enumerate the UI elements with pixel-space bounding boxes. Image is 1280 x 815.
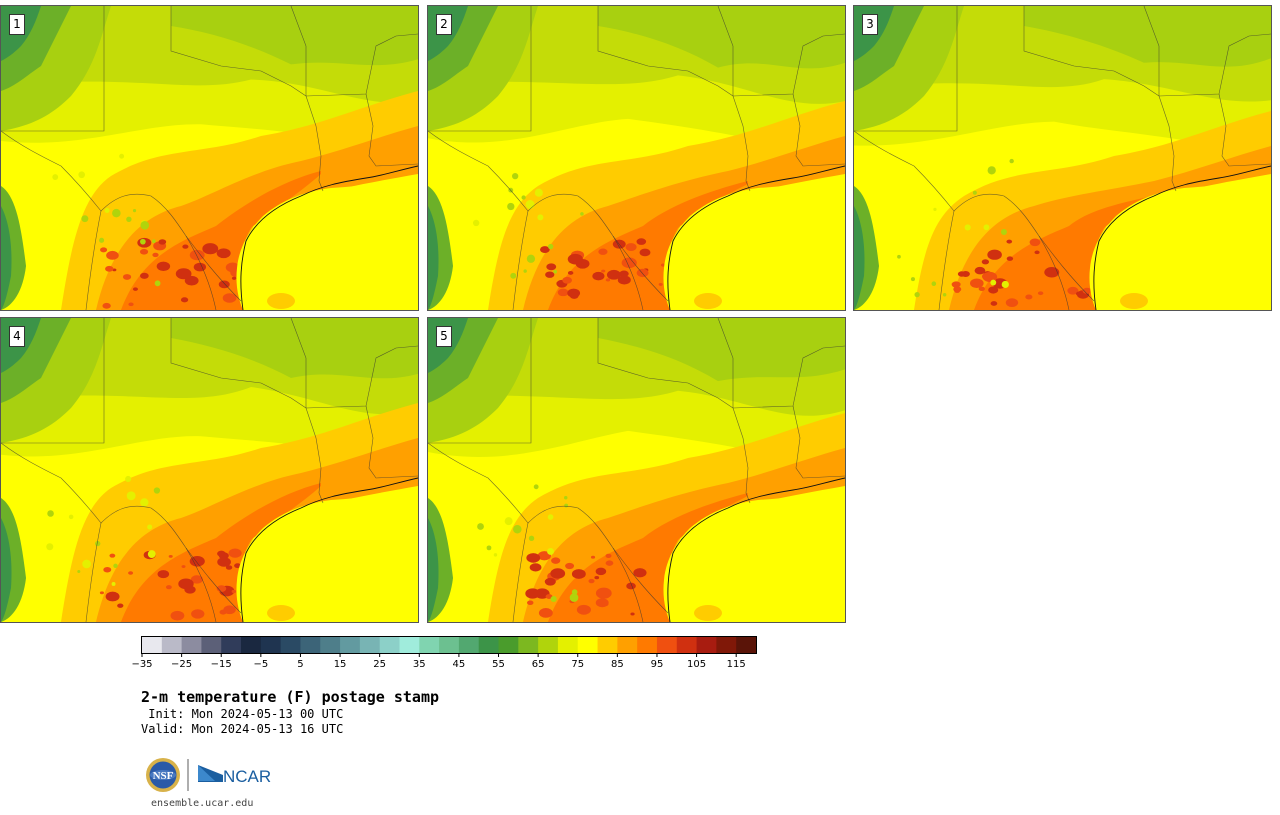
colorbar-swatch	[617, 637, 638, 653]
colorbar-swatch	[260, 637, 282, 653]
map-panel-5: 5	[427, 317, 846, 623]
colorbar-swatch	[716, 637, 737, 653]
colorbar-swatch	[538, 637, 559, 653]
colorbar-swatch	[161, 637, 183, 653]
panel-number: 3	[862, 14, 878, 35]
colorbar-swatch	[340, 637, 361, 653]
colorbar-swatch	[597, 637, 618, 653]
temperature-map	[428, 318, 845, 622]
colorbar-swatch	[696, 637, 717, 653]
panel-number: 1	[9, 14, 25, 35]
colorbar-swatch	[419, 637, 440, 653]
colorbar-swatch	[656, 637, 678, 653]
colorbar-tick-label: −5	[253, 659, 269, 670]
init-time: Init: Mon 2024-05-13 00 UTC	[141, 707, 344, 721]
colorbar-tick-label: −25	[171, 659, 193, 670]
colorbar-tick-label: 15	[333, 659, 347, 670]
colorbar-swatch	[577, 637, 599, 653]
colorbar-swatch	[518, 637, 539, 653]
panel-number: 2	[436, 14, 452, 35]
colorbar-tick-label: 75	[571, 659, 585, 670]
colorbar-tick-label: 65	[531, 659, 545, 670]
map-panel-3: 3	[853, 5, 1272, 311]
colorbar-tick-label: −15	[210, 659, 232, 670]
colorbar-swatch	[201, 637, 222, 653]
map-panel-4: 4	[0, 317, 419, 623]
colorbar-swatch	[498, 637, 519, 653]
colorbar-swatch	[439, 637, 460, 653]
colorbar-swatch	[557, 637, 579, 653]
panel-number: 5	[436, 326, 452, 347]
colorbar-swatch	[637, 637, 658, 653]
colorbar-tick-label: 35	[412, 659, 426, 670]
temperature-map	[1, 6, 418, 310]
colorbar-swatch	[221, 637, 242, 653]
map-panel-1: 1	[0, 5, 419, 311]
colorbar-swatch	[181, 637, 202, 653]
map-panel-2: 2	[427, 5, 846, 311]
colorbar-swatch	[300, 637, 321, 653]
ncar-logo-icon: NCAR	[198, 765, 271, 786]
colorbar-tick-label: 85	[610, 659, 624, 670]
colorbar-swatch	[399, 637, 420, 653]
nsf-logo-icon: NSF	[146, 758, 180, 792]
panel-number: 4	[9, 326, 25, 347]
colorbar-swatch	[379, 637, 400, 653]
colorbar-swatch	[676, 637, 698, 653]
colorbar-swatch	[359, 637, 381, 653]
colorbar-swatch	[320, 637, 341, 653]
site-url: ensemble.ucar.edu	[151, 798, 254, 809]
colorbar	[141, 636, 757, 657]
colorbar-tick-label: 5	[297, 659, 304, 670]
colorbar-swatch	[241, 637, 262, 653]
valid-time: Valid: Mon 2024-05-13 16 UTC	[141, 722, 344, 736]
colorbar-tick-label: 95	[650, 659, 664, 670]
colorbar-swatch	[142, 637, 163, 653]
colorbar-swatch	[458, 637, 480, 653]
colorbar-tick-label: 45	[452, 659, 466, 670]
temperature-map	[1, 318, 418, 622]
colorbar-tick-label: −35	[131, 659, 153, 670]
temperature-map	[428, 6, 845, 310]
svg-text:NCAR: NCAR	[223, 767, 271, 786]
svg-text:NSF: NSF	[153, 770, 174, 782]
colorbar-swatch	[280, 637, 301, 653]
map-title: 2-m temperature (F) postage stamp	[141, 688, 440, 706]
temperature-map	[854, 6, 1271, 310]
colorbar-tick-label: 105	[687, 659, 707, 670]
colorbar-swatch	[736, 637, 757, 653]
nsf-ncar-logo: NSF NCAR	[145, 757, 275, 797]
colorbar-tick-label: 55	[492, 659, 505, 670]
colorbar-tick-label: 25	[373, 659, 387, 670]
colorbar-swatch	[478, 637, 500, 653]
colorbar-tick-label: 115	[726, 659, 746, 670]
